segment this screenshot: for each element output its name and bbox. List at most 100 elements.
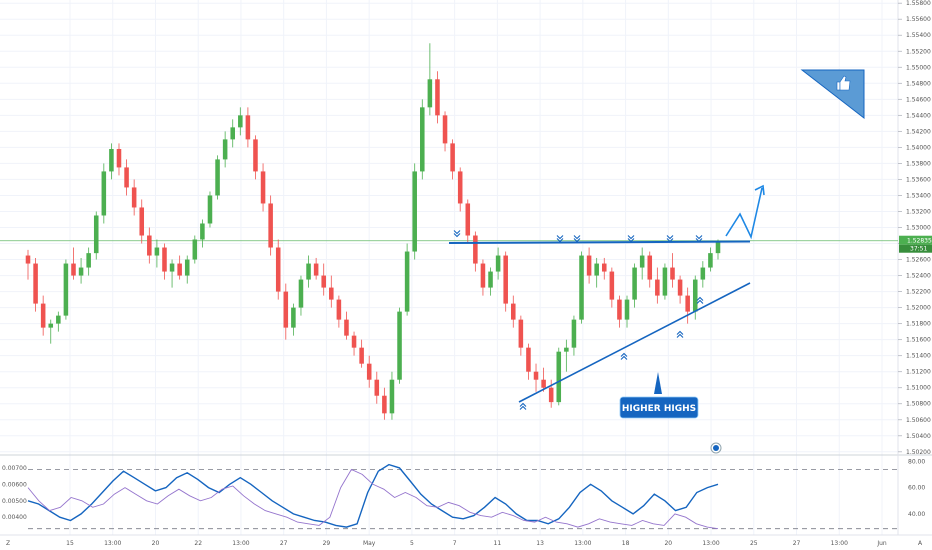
circle-marker-icon[interactable] — [710, 442, 722, 454]
candle-body — [450, 143, 455, 172]
candle — [124, 159, 129, 196]
time-tick-label: 13:00 — [104, 540, 121, 547]
candle — [564, 339, 569, 372]
price-tick-label: 1.53000 — [906, 225, 931, 232]
candle — [230, 119, 235, 148]
candle-body — [465, 203, 471, 236]
candle-body — [245, 115, 251, 140]
candle — [427, 43, 433, 116]
candle-body — [700, 267, 706, 280]
candle-body — [382, 395, 387, 414]
chevron-up-icon — [620, 352, 628, 360]
price-tick-label: 1.52600 — [906, 257, 931, 264]
candle-body — [624, 299, 630, 320]
candle — [556, 347, 562, 406]
price-tick-label: 1.52400 — [906, 273, 931, 280]
thumbs-up-sticker[interactable] — [800, 69, 865, 120]
candle-body — [63, 263, 69, 316]
candle-body — [260, 171, 266, 204]
candle — [435, 71, 440, 124]
time-axis[interactable]: 15 13:00 20 22 13:00 27 29 May 5 7 11 13 13:00 18 20 13… — [66, 540, 887, 547]
price-tick-label: 1.55800 — [906, 0, 931, 7]
projection-arrow[interactable] — [725, 187, 763, 240]
price-tick-label: 1.55600 — [906, 16, 931, 23]
time-tick-label: 7 — [453, 540, 457, 547]
candle — [215, 155, 220, 200]
callout-box — [619, 396, 699, 419]
candle — [63, 259, 69, 320]
candle-body — [601, 263, 607, 272]
candle-body — [116, 148, 122, 168]
candle-body — [480, 263, 486, 288]
corner-label-left[interactable]: Z — [6, 540, 10, 547]
price-tick-label: 1.50200 — [906, 449, 931, 456]
higher-highs-callout[interactable]: HIGHER HIGHS — [619, 372, 699, 419]
time-tick-label: 18 — [622, 540, 630, 547]
candle-body — [609, 271, 615, 300]
price-tick-label: 1.54400 — [906, 112, 931, 119]
candle — [601, 257, 607, 280]
candle — [192, 235, 198, 264]
corner-label-right[interactable]: A — [918, 540, 923, 547]
candle-body — [639, 255, 645, 268]
indicator-levels — [28, 469, 898, 530]
candle — [253, 135, 258, 180]
resistance-line[interactable] — [448, 240, 751, 244]
candle-body — [336, 299, 342, 320]
candle — [86, 247, 91, 276]
candle-body — [215, 159, 220, 196]
candle — [389, 371, 395, 420]
drawings[interactable] — [448, 184, 765, 403]
candle — [647, 251, 653, 288]
candle-body — [586, 255, 592, 276]
candle — [677, 275, 683, 304]
indicator-right-axis[interactable]: 80.00 60.00 40.00 — [908, 458, 925, 518]
candle-body — [571, 319, 577, 348]
candle-body — [192, 239, 198, 260]
candle — [222, 131, 228, 168]
candle-body — [692, 279, 698, 312]
price-tick-label: 1.51600 — [906, 337, 931, 344]
candle — [169, 259, 175, 288]
candle — [40, 295, 46, 336]
candle-body — [677, 279, 683, 296]
time-tick-label: 13 — [536, 540, 544, 547]
candle-body — [200, 223, 205, 240]
indicator-right-tick: 40.00 — [908, 511, 925, 518]
candle — [109, 143, 114, 180]
candle — [33, 257, 38, 312]
candle — [177, 255, 182, 280]
candle — [700, 261, 706, 288]
chevron-down-icon — [627, 235, 635, 243]
chevron-down-icon — [556, 235, 564, 243]
candle-body — [33, 263, 38, 304]
candle — [336, 295, 342, 328]
candle-body — [313, 263, 319, 276]
candle — [708, 247, 713, 272]
time-tick-label: 22 — [194, 540, 202, 547]
candle — [260, 163, 266, 212]
indicator-lines — [27, 463, 719, 530]
indicator-right-tick: 60.00 — [908, 485, 925, 492]
candle-body — [617, 299, 622, 320]
candle-body — [412, 171, 417, 252]
price-tick-label: 1.50600 — [906, 417, 931, 424]
rising-support-line[interactable] — [518, 282, 751, 403]
candle — [207, 191, 213, 228]
time-tick-label: 25 — [750, 540, 758, 547]
candle — [662, 263, 668, 300]
candle-body — [169, 263, 175, 272]
candles — [25, 43, 721, 420]
price-tick-label: 1.51800 — [906, 321, 931, 328]
thumbs-up-icon — [836, 75, 851, 91]
candle — [639, 247, 645, 280]
time-tick-label: 29 — [323, 540, 331, 547]
candle-body — [594, 263, 599, 276]
candle-body — [268, 203, 273, 248]
candle-body — [564, 347, 569, 352]
last-price-badge: 1.52835 37:51 — [899, 235, 932, 253]
candle-body — [71, 263, 76, 276]
candle — [685, 287, 690, 324]
